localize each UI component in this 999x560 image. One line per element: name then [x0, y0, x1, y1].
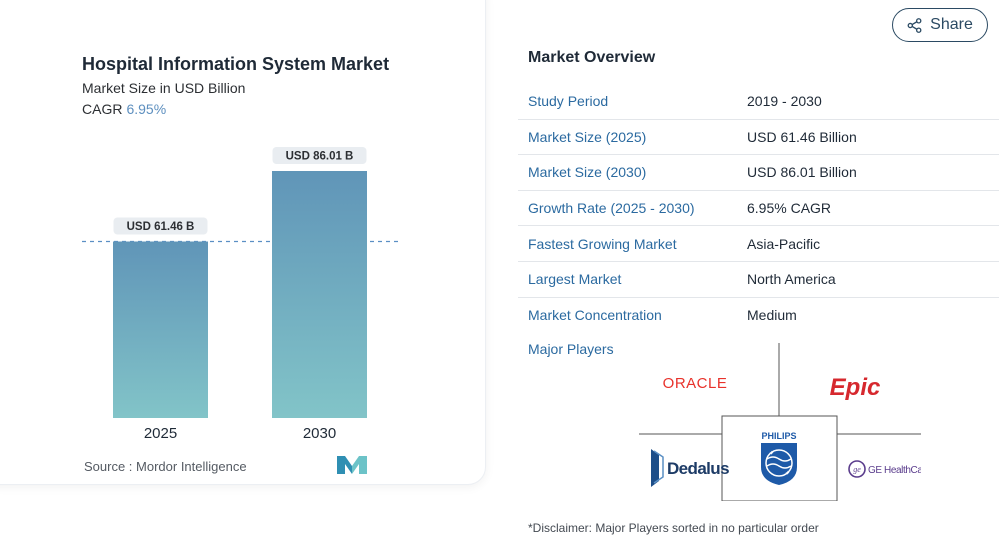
- svg-text:✦: ✦: [785, 470, 790, 477]
- chart-source: Source : Mordor Intelligence: [84, 459, 247, 474]
- overview-label: Market Size (2030): [528, 164, 647, 181]
- overview-value: Medium: [747, 306, 797, 323]
- bar-2025: [113, 241, 208, 418]
- data-label: USD 61.46 B: [127, 221, 195, 233]
- overview-row-market-concentration: Market Concentration Medium: [518, 298, 999, 333]
- epic-logo: Epic: [830, 374, 881, 401]
- chart-cagr: CAGR 6.95%: [82, 101, 166, 117]
- share-label: Share: [930, 16, 973, 33]
- oracle-logo: ORACLE: [663, 375, 728, 392]
- overview-row-study-period: Study Period 2019 - 2030: [518, 84, 999, 120]
- overview-row-largest-market: Largest Market North America: [518, 262, 999, 298]
- overview-value: Asia-Pacific: [747, 235, 821, 252]
- overview-label: Market Size (2025): [528, 128, 647, 145]
- svg-text:✦: ✦: [769, 450, 774, 457]
- share-button[interactable]: Share: [892, 8, 988, 42]
- ge-healthcare-logo-icon: ge GE HealthCare: [848, 460, 921, 478]
- share-icon: [907, 17, 922, 33]
- disclaimer: *Disclaimer: Major Players sorted in no …: [528, 521, 819, 535]
- market-overview-title: Market Overview: [528, 49, 656, 66]
- cagr-value: 6.95%: [126, 101, 167, 117]
- chart-title: Hospital Information System Market: [82, 54, 390, 74]
- chart-card: [0, 0, 486, 485]
- major-players-title: Major Players: [528, 341, 614, 357]
- overview-value: 6.95% CAGR: [747, 200, 832, 217]
- overview-value: North America: [747, 271, 836, 288]
- overview-label: Growth Rate (2025 - 2030): [528, 200, 695, 217]
- x-tick-label: 2025: [144, 425, 177, 442]
- overview-label: Market Concentration: [528, 306, 662, 323]
- overview-row-market-size-2030: Market Size (2030) USD 86.01 Billion: [518, 155, 999, 191]
- overview-label: Fastest Growing Market: [528, 235, 677, 252]
- bar-chart: USD 61.46 B 2025 USD 86.01 B 2030: [82, 147, 402, 442]
- overview-row-growth-rate: Growth Rate (2025 - 2030) 6.95% CAGR: [518, 191, 999, 227]
- overview-row-fastest-growing-market: Fastest Growing Market Asia-Pacific: [518, 226, 999, 262]
- philips-wordmark: PHILIPS: [761, 431, 796, 441]
- data-label-pill: [113, 217, 208, 235]
- market-overview-table: Study Period 2019 - 2030 Market Size (20…: [518, 84, 999, 332]
- overview-label: Largest Market: [528, 271, 622, 288]
- dedalus-logo-icon: Dedalus: [651, 449, 730, 487]
- data-label: USD 86.01 B: [286, 151, 354, 163]
- philips-logo-icon: PHILIPS ✦ ✦: [761, 431, 797, 485]
- bar-2030: [272, 171, 367, 418]
- x-tick-label: 2030: [303, 425, 336, 442]
- mordor-intelligence-logo-icon: [337, 456, 367, 474]
- dedalus-wordmark: Dedalus: [667, 459, 729, 478]
- major-players-grid: ORACLE Epic PHILIPS ✦ ✦ Dedalus ge GE He…: [639, 343, 921, 501]
- ge-healthcare-wordmark: GE HealthCare: [868, 465, 921, 476]
- overview-row-market-size-2025: Market Size (2025) USD 61.46 Billion: [518, 120, 999, 156]
- overview-label: Study Period: [528, 93, 609, 110]
- cagr-label: CAGR: [82, 101, 123, 117]
- svg-text:ge: ge: [853, 465, 861, 474]
- overview-value: USD 86.01 Billion: [747, 164, 857, 181]
- overview-value: 2019 - 2030: [747, 93, 822, 110]
- data-label-pill: [272, 147, 367, 164]
- overview-value: USD 61.46 Billion: [747, 128, 857, 145]
- chart-subtitle: Market Size in USD Billion: [82, 80, 246, 96]
